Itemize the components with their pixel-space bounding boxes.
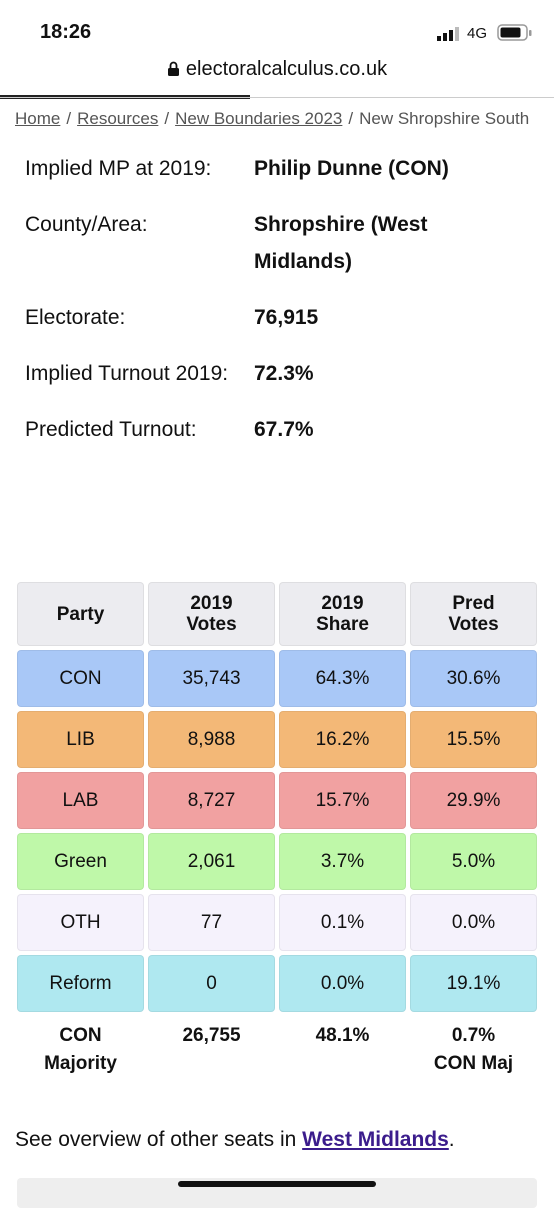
info-row: Predicted Turnout: 67.7%: [25, 411, 535, 448]
divider: [0, 97, 554, 98]
header-cell: Party: [17, 582, 144, 646]
info-row: Electorate: 76,915: [25, 299, 535, 336]
table-cell: 64.3%: [279, 650, 406, 707]
battery-icon: [497, 24, 532, 41]
table-cell: 8,727: [148, 772, 275, 829]
table-cell: 30.6%: [410, 650, 537, 707]
footer-cell: CON Majority: [44, 1025, 117, 1074]
table-cell: OTH: [17, 894, 144, 951]
info-row: Implied Turnout 2019: 72.3%: [25, 355, 535, 392]
lock-icon: [167, 61, 179, 76]
info-value: 72.3%: [254, 362, 314, 385]
table-cell: 8,988: [148, 711, 275, 768]
header-cell: 2019 Share: [279, 582, 406, 646]
address-bar[interactable]: electoralcalculus.co.uk: [0, 58, 554, 81]
info-value: Shropshire (West Midlands): [254, 213, 428, 273]
table-cell: 15.5%: [410, 711, 537, 768]
table-cell: CON: [17, 650, 144, 707]
table-cell: LAB: [17, 772, 144, 829]
table-cell: 3.7%: [279, 833, 406, 890]
table-cell: 5.0%: [410, 833, 537, 890]
table-cell: 0.1%: [279, 894, 406, 951]
region-link[interactable]: West Midlands: [302, 1128, 449, 1151]
info-label: County/Area:: [25, 213, 148, 236]
status-bar: 18:26 4G: [0, 0, 554, 52]
table-cell: 0.0%: [410, 894, 537, 951]
info-value: 67.7%: [254, 418, 314, 441]
breadcrumb-separator: /: [66, 109, 72, 128]
table-cell: 15.7%: [279, 772, 406, 829]
table-cell: 35,743: [148, 650, 275, 707]
overview-suffix: .: [448, 1128, 455, 1151]
results-table: Party 2019 Votes 2019 Share Pred Votes CON 35…: [17, 582, 537, 1082]
table-cell: 16.2%: [279, 711, 406, 768]
table-cell: 29.9%: [410, 772, 537, 829]
signal-icon: [437, 27, 459, 41]
table-cell: 19.1%: [410, 955, 537, 1012]
header-cell: 2019 Votes: [148, 582, 275, 646]
overview-text: See overview of other seats in West Midl…: [15, 1128, 455, 1152]
breadcrumb-link[interactable]: Home: [15, 109, 61, 128]
clock: 18:26: [40, 21, 92, 43]
info-label: Implied MP at 2019:: [25, 157, 212, 180]
footer-cell: 0.7% CON Maj: [433, 1025, 514, 1074]
info-row: County/Area: Shropshire (West Midlands): [25, 206, 535, 280]
footer-cell: 48.1%: [315, 1025, 370, 1046]
url: electoralcalculus.co.uk: [185, 58, 388, 80]
table-cell: 0: [148, 955, 275, 1012]
header-cell: Pred Votes: [410, 582, 537, 646]
breadcrumb-link[interactable]: New Boundaries 2023: [175, 109, 343, 128]
table-cell: 2,061: [148, 833, 275, 890]
breadcrumb-current: New Shropshire South: [359, 109, 530, 128]
table-cell: 0.0%: [279, 955, 406, 1012]
info-value: Philip Dunne (CON): [254, 157, 449, 180]
network: 4G: [467, 25, 488, 42]
info-label: Implied Turnout 2019:: [25, 362, 229, 385]
info-label: Electorate:: [25, 306, 126, 329]
table-cell: LIB: [17, 711, 144, 768]
home-indicator[interactable]: [178, 1181, 376, 1187]
overview-prefix: See overview of other seats in: [15, 1128, 303, 1151]
breadcrumb: Home / Resources / New Boundaries 2023 / New S…: [15, 109, 554, 129]
seat-info: Implied MP at 2019: Philip Dunne (CON) Cou…: [25, 150, 535, 467]
table-cell: 77: [148, 894, 275, 951]
breadcrumb-separator: /: [164, 109, 170, 128]
breadcrumb-separator: /: [348, 109, 354, 128]
footer-cell: 26,755: [182, 1025, 241, 1046]
info-row: Implied MP at 2019: Philip Dunne (CON): [25, 150, 535, 187]
table-cell: Green: [17, 833, 144, 890]
info-value: 76,915: [254, 306, 319, 329]
info-label: Predicted Turnout:: [25, 418, 197, 441]
table-cell: Reform: [17, 955, 144, 1012]
breadcrumb-link[interactable]: Resources: [77, 109, 159, 128]
